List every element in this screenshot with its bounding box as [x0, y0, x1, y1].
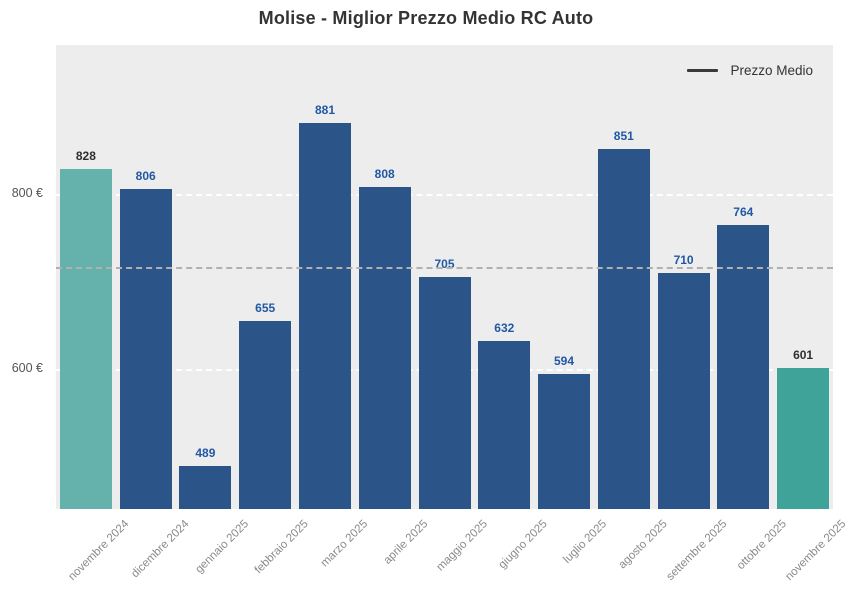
x-axis-tick-label: novembre 2024: [66, 518, 132, 583]
x-axis-tick-label: marzo 2025: [319, 518, 371, 570]
bar-value-label: 764: [733, 205, 754, 220]
bar-gennaio-2025: [179, 466, 232, 509]
x-axis-tick-label: luglio 2025: [561, 518, 610, 566]
bar-value-label: 489: [195, 446, 216, 461]
bar-maggio-2025: [418, 277, 471, 509]
x-axis-tick-label: maggio 2025: [434, 518, 490, 574]
legend-label: Prezzo Medio: [730, 63, 813, 78]
bar-value-label: 655: [255, 300, 276, 315]
bar-ottobre-2025: [717, 225, 770, 509]
legend: Prezzo Medio: [681, 59, 819, 82]
x-axis-tick-label: aprile 2025: [381, 518, 431, 567]
bar-value-label: 851: [613, 129, 634, 144]
bar-value-label: 632: [494, 320, 515, 335]
x-axis-tick-label: febbraio 2025: [252, 518, 311, 577]
bar-value-label: 808: [374, 166, 395, 181]
y-axis-tick-label: 600 €: [11, 360, 43, 375]
bar-value-label: 806: [135, 168, 156, 183]
bar-value-label: 828: [75, 149, 96, 164]
bar-dicembre-2024: [119, 188, 172, 509]
bar-value-label: 710: [673, 252, 694, 267]
bar-marzo-2025: [299, 122, 351, 509]
bar-value-label: 705: [434, 257, 455, 271]
bar-settembre-2025: [657, 272, 710, 509]
x-axis-tick-label: dicembre 2024: [128, 518, 192, 581]
bar-luglio-2025: [538, 374, 590, 509]
bar-aprile-2025: [358, 186, 411, 509]
x-axis-tick-label: giugno 2025: [496, 518, 550, 572]
chart-title: Molise - Miglior Prezzo Medio RC Auto: [258, 8, 594, 28]
x-axis-tick-label: settembre 2025: [664, 518, 730, 583]
average-price-line: [56, 266, 833, 269]
legend-line-icon: [687, 69, 719, 72]
bar-value-label: 601: [793, 348, 814, 362]
x-axis-tick-label: ottobre 2025: [734, 518, 789, 573]
x-axis-tick-label: novembre 2025: [783, 518, 849, 583]
y-axis-tick-label: 800 €: [11, 185, 43, 200]
x-axis-tick-label: gennaio 2025: [193, 518, 251, 576]
bar-novembre-2024: [59, 169, 112, 509]
bar-giugno-2025: [478, 340, 531, 509]
bar-value-label: 881: [314, 102, 336, 117]
plot-area: Prezzo Medio 828 806 489 655 881 808 705 632 594…: [56, 45, 833, 509]
gridline-800: [56, 193, 833, 196]
bar-agosto-2025: [597, 149, 650, 509]
bar-febbraio-2025: [239, 320, 292, 509]
x-axis-tick-label: agosto 2025: [616, 518, 670, 572]
bar-value-label: 594: [553, 354, 575, 369]
bar-novembre-2025: [777, 368, 830, 509]
